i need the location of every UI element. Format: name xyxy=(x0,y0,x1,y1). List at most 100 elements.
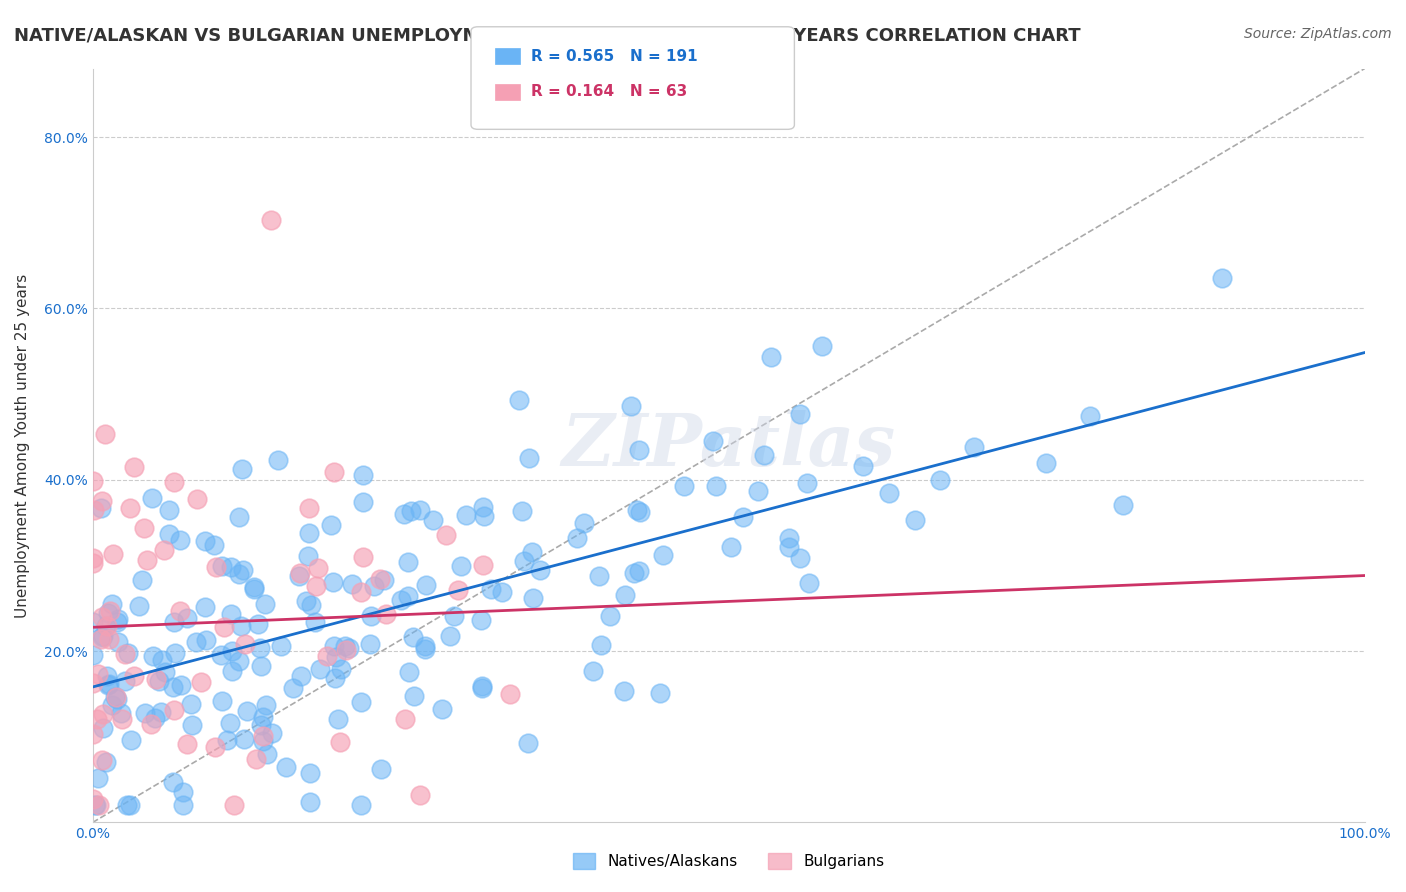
Point xyxy=(374,607,396,621)
Point xyxy=(752,449,775,463)
Point xyxy=(82,676,104,690)
Point xyxy=(402,690,425,704)
Point xyxy=(114,647,136,661)
Point xyxy=(134,706,156,720)
Point xyxy=(522,545,544,559)
Point xyxy=(267,453,290,467)
Point xyxy=(360,609,382,624)
Point xyxy=(204,739,226,754)
Point xyxy=(852,458,875,473)
Point xyxy=(163,615,186,629)
Point xyxy=(256,747,278,761)
Point xyxy=(811,339,834,353)
Point xyxy=(472,500,495,514)
Point xyxy=(176,611,198,625)
Point xyxy=(389,593,412,607)
Point xyxy=(100,604,122,618)
Text: Source: ZipAtlas.com: Source: ZipAtlas.com xyxy=(1244,27,1392,41)
Point xyxy=(471,558,494,573)
Point xyxy=(141,491,163,505)
Point xyxy=(352,550,374,565)
Point xyxy=(221,664,243,678)
Point xyxy=(290,669,312,683)
Point xyxy=(304,579,326,593)
Point xyxy=(797,576,820,591)
Point xyxy=(153,543,176,558)
Point xyxy=(350,695,373,709)
Legend: Natives/Alaskans, Bulgarians: Natives/Alaskans, Bulgarians xyxy=(567,847,891,875)
Point xyxy=(288,568,311,582)
Point xyxy=(254,698,277,712)
Point xyxy=(529,563,551,577)
Point xyxy=(337,640,360,655)
Point xyxy=(413,642,436,657)
Point xyxy=(508,392,530,407)
Point xyxy=(454,508,477,522)
Point xyxy=(270,639,292,653)
Point xyxy=(904,513,927,527)
Point xyxy=(250,718,273,732)
Point xyxy=(247,617,270,632)
Point xyxy=(626,502,648,516)
Point xyxy=(614,588,637,602)
Point xyxy=(307,561,329,575)
Point xyxy=(124,460,146,475)
Point xyxy=(122,669,145,683)
Text: R = 0.565   N = 191: R = 0.565 N = 191 xyxy=(531,49,699,63)
Point xyxy=(929,473,952,487)
Text: R = 0.164   N = 63: R = 0.164 N = 63 xyxy=(531,85,688,99)
Point xyxy=(231,619,253,633)
Point xyxy=(153,665,176,680)
Point xyxy=(245,751,267,765)
Point xyxy=(91,629,114,643)
Point xyxy=(105,615,128,629)
Point xyxy=(363,579,385,593)
Point xyxy=(143,711,166,725)
Point xyxy=(704,479,727,493)
Point xyxy=(308,661,330,675)
Point xyxy=(249,640,271,655)
Point xyxy=(120,798,142,813)
Point xyxy=(582,664,605,678)
Point xyxy=(373,573,395,587)
Point xyxy=(415,578,437,592)
Point xyxy=(491,585,513,599)
Point xyxy=(409,789,432,803)
Point xyxy=(172,798,194,813)
Point xyxy=(169,533,191,548)
Point xyxy=(96,669,118,683)
Point xyxy=(252,733,274,747)
Point xyxy=(447,583,470,598)
Point xyxy=(83,503,105,517)
Point xyxy=(250,659,273,673)
Point xyxy=(228,509,250,524)
Point xyxy=(329,734,352,748)
Point xyxy=(588,569,610,583)
Point xyxy=(233,637,256,651)
Point xyxy=(181,718,204,732)
Point xyxy=(394,712,416,726)
Text: NATIVE/ALASKAN VS BULGARIAN UNEMPLOYMENT AMONG YOUTH UNDER 25 YEARS CORRELATION : NATIVE/ALASKAN VS BULGARIAN UNEMPLOYMENT… xyxy=(14,27,1081,45)
Point xyxy=(450,558,472,573)
Point xyxy=(651,548,673,562)
Point xyxy=(170,678,193,692)
Point xyxy=(1211,271,1233,285)
Point xyxy=(297,549,319,564)
Point xyxy=(401,631,423,645)
Point xyxy=(517,736,540,750)
Point xyxy=(298,795,321,809)
Point xyxy=(877,486,900,500)
Point xyxy=(180,697,202,711)
Point xyxy=(98,632,121,646)
Point xyxy=(443,609,465,624)
Point xyxy=(87,771,110,785)
Point xyxy=(319,518,342,533)
Point xyxy=(87,798,110,813)
Point xyxy=(274,760,297,774)
Point xyxy=(190,674,212,689)
Point xyxy=(759,350,782,364)
Point xyxy=(589,639,612,653)
Point xyxy=(243,582,266,597)
Point xyxy=(107,612,129,626)
Y-axis label: Unemployment Among Youth under 25 years: Unemployment Among Youth under 25 years xyxy=(15,273,30,617)
